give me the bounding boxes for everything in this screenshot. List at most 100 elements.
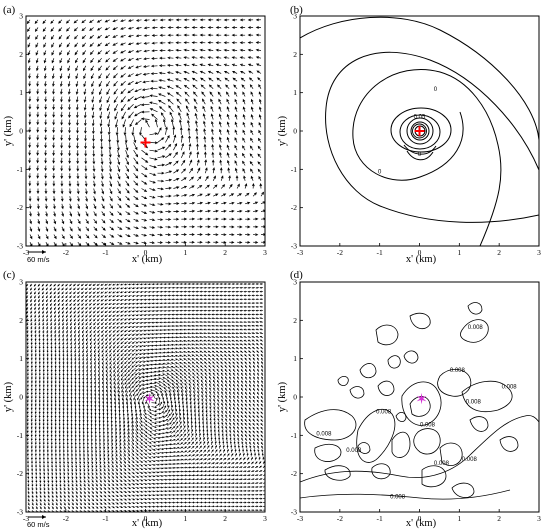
wind-vector <box>82 387 85 392</box>
wind-vector <box>217 406 220 411</box>
wind-vector <box>193 398 196 403</box>
wind-vector <box>127 306 132 309</box>
wind-vector <box>103 444 105 450</box>
wind-vector <box>105 337 108 341</box>
wind-vector <box>239 339 244 342</box>
wind-vector <box>149 378 156 381</box>
wind-vector <box>154 355 160 358</box>
wind-vector <box>135 291 140 293</box>
wind-vector <box>142 379 148 382</box>
wind-vector <box>204 376 208 380</box>
wind-vector <box>52 188 56 195</box>
wind-vector <box>171 325 176 327</box>
ylabel-d: y' (km) <box>277 381 288 412</box>
wind-vector <box>143 283 148 286</box>
wind-vector <box>98 372 100 377</box>
wind-vector <box>43 460 45 464</box>
wind-vector <box>41 283 45 287</box>
wind-vector <box>84 287 88 291</box>
wind-vector <box>181 393 184 399</box>
wind-vector <box>203 339 208 342</box>
wind-vector <box>237 430 240 434</box>
wind-vector <box>158 71 166 75</box>
wind-vector <box>139 390 144 396</box>
wind-vector <box>183 298 188 301</box>
wind-vector <box>219 151 222 158</box>
wind-vector <box>229 387 232 392</box>
wind-vector <box>91 486 94 491</box>
wind-vector <box>58 375 61 380</box>
wind-vector <box>131 360 136 364</box>
wind-vector <box>243 509 247 512</box>
wind-vector <box>125 150 129 159</box>
wind-vector <box>153 370 160 373</box>
wind-vector <box>215 343 220 346</box>
wind-vector <box>208 372 212 377</box>
wind-vector <box>239 48 246 52</box>
wind-vector <box>27 460 29 465</box>
wind-vector <box>213 406 216 411</box>
wind-vector <box>247 290 252 293</box>
wind-vector <box>102 398 105 404</box>
wind-vector <box>108 333 112 337</box>
wind-vector <box>58 341 61 346</box>
wind-vector <box>88 19 94 23</box>
wind-vector <box>54 402 57 407</box>
wind-vector <box>229 217 235 221</box>
wind-vector <box>240 395 244 400</box>
wind-vector <box>107 490 111 494</box>
wind-vector <box>93 314 96 318</box>
wind-vector <box>256 407 260 411</box>
wind-vector <box>195 509 200 512</box>
wind-vector <box>67 498 70 502</box>
wind-vector <box>149 375 156 377</box>
wind-vector <box>165 233 172 237</box>
wind-vector <box>226 159 230 166</box>
wind-vector <box>117 234 123 238</box>
wind-vector <box>158 79 166 82</box>
wind-vector <box>34 425 37 430</box>
wind-vector <box>151 467 156 470</box>
wind-vector <box>171 459 176 461</box>
wind-vector <box>183 462 188 465</box>
wind-vector <box>235 347 240 350</box>
wind-vector <box>213 413 216 419</box>
wind-vector <box>207 339 212 342</box>
wind-vector <box>226 106 230 112</box>
wind-vector <box>253 441 256 446</box>
wind-vector <box>100 314 104 318</box>
wind-vector <box>50 452 53 457</box>
wind-vector <box>238 452 241 457</box>
wind-vector <box>127 452 131 457</box>
wind-vector <box>85 325 88 330</box>
wind-vector <box>85 333 88 338</box>
wind-vector <box>195 135 199 143</box>
wind-vector <box>53 226 57 232</box>
wind-vector <box>124 337 128 341</box>
wind-vector <box>199 482 204 485</box>
wind-vector <box>78 364 81 369</box>
wind-vector <box>109 375 112 381</box>
wind-vector <box>199 347 204 350</box>
wind-vector <box>135 325 140 328</box>
wind-vector <box>119 302 124 305</box>
wind-vector <box>147 505 152 508</box>
wind-vector <box>131 348 136 352</box>
wind-vector <box>227 347 232 350</box>
wind-vector <box>159 415 165 419</box>
wind-vector <box>165 170 173 174</box>
wind-vector <box>99 494 103 498</box>
wind-vector <box>213 421 216 426</box>
wind-vector <box>211 324 216 327</box>
wind-vector <box>191 339 196 342</box>
wind-vector <box>215 458 219 461</box>
wind-vector <box>197 217 203 221</box>
wind-vector <box>211 493 215 496</box>
wind-vector <box>86 410 89 415</box>
contour-d-1 <box>300 415 539 483</box>
wind-vector <box>131 463 135 468</box>
wind-vector <box>211 354 216 357</box>
wind-vector <box>95 479 98 483</box>
wind-vector <box>42 326 45 330</box>
wind-vector <box>211 453 215 457</box>
